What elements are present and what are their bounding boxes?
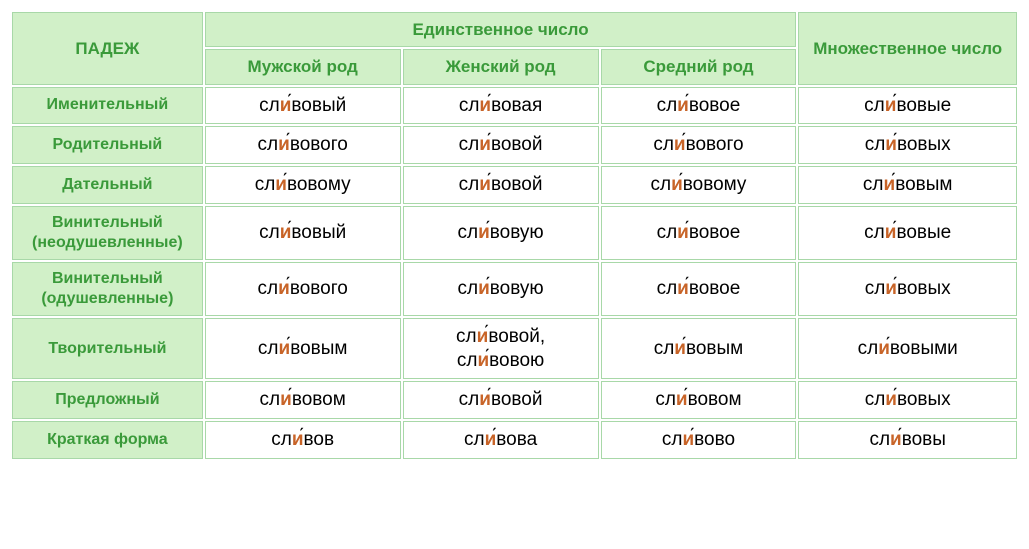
word-cell: сливовой bbox=[403, 166, 599, 204]
word-cell: сливовая bbox=[403, 87, 599, 125]
table-row: Винительный(одушевленные)сливовогосливов… bbox=[12, 262, 1017, 316]
word-cell: сливовые bbox=[798, 206, 1017, 260]
word-cell: сливовой,сливовою bbox=[403, 318, 599, 380]
word-cell: сливовых bbox=[798, 262, 1017, 316]
header-fem: Женский род bbox=[403, 49, 599, 84]
table-body: Именительныйсливовыйсливоваясливовоеслив… bbox=[12, 87, 1017, 459]
row-case-label: Дательный bbox=[12, 166, 203, 204]
header-singular: Единственное число bbox=[205, 12, 797, 47]
word-cell: сливовом bbox=[205, 381, 401, 419]
word-cell: сливовым bbox=[205, 318, 401, 380]
word-cell: сливовое bbox=[601, 262, 797, 316]
word-cell: сливовым bbox=[601, 318, 797, 380]
word-cell: сливовую bbox=[403, 206, 599, 260]
word-cell: сливовом bbox=[601, 381, 797, 419]
declension-table: ПАДЕЖ Единственное число Множественное ч… bbox=[10, 10, 1019, 461]
row-case-label: Творительный bbox=[12, 318, 203, 380]
word-cell: сливовому bbox=[601, 166, 797, 204]
header-case: ПАДЕЖ bbox=[12, 12, 203, 85]
row-case-label: Винительный(неодушевленные) bbox=[12, 206, 203, 260]
word-cell: сливовый bbox=[205, 206, 401, 260]
word-cell: сливовых bbox=[798, 381, 1017, 419]
word-cell: сливовой bbox=[403, 126, 599, 164]
word-cell: сливового bbox=[205, 262, 401, 316]
table-row: Творительныйсливовымсливовой,сливовоюсли… bbox=[12, 318, 1017, 380]
table-row: Краткая формасливовсливовасливовосливовы bbox=[12, 421, 1017, 459]
word-cell: сливов bbox=[205, 421, 401, 459]
word-cell: сливова bbox=[403, 421, 599, 459]
header-masc: Мужской род bbox=[205, 49, 401, 84]
row-case-label: Именительный bbox=[12, 87, 203, 125]
word-cell: сливовую bbox=[403, 262, 599, 316]
table-row: Дательныйсливовомусливовойсливовомусливо… bbox=[12, 166, 1017, 204]
word-cell: сливовы bbox=[798, 421, 1017, 459]
word-cell: сливовыми bbox=[798, 318, 1017, 380]
table-row: Родительныйсливовогосливовойсливовогосли… bbox=[12, 126, 1017, 164]
word-cell: сливовым bbox=[798, 166, 1017, 204]
word-cell: сливового bbox=[205, 126, 401, 164]
row-case-label: Родительный bbox=[12, 126, 203, 164]
word-cell: сливовое bbox=[601, 206, 797, 260]
header-plural: Множественное число bbox=[798, 12, 1017, 85]
table-row: Винительный(неодушевленные)сливовыйсливо… bbox=[12, 206, 1017, 260]
word-cell: сливово bbox=[601, 421, 797, 459]
word-cell: сливовых bbox=[798, 126, 1017, 164]
header-neut: Средний род bbox=[601, 49, 797, 84]
word-cell: сливовому bbox=[205, 166, 401, 204]
row-case-label: Предложный bbox=[12, 381, 203, 419]
word-cell: сливовое bbox=[601, 87, 797, 125]
word-cell: сливовые bbox=[798, 87, 1017, 125]
table-row: Предложныйсливовомсливовойсливовомсливов… bbox=[12, 381, 1017, 419]
word-cell: сливовой bbox=[403, 381, 599, 419]
word-cell: сливовый bbox=[205, 87, 401, 125]
row-case-label: Винительный(одушевленные) bbox=[12, 262, 203, 316]
word-cell: сливового bbox=[601, 126, 797, 164]
row-case-label: Краткая форма bbox=[12, 421, 203, 459]
table-row: Именительныйсливовыйсливоваясливовоеслив… bbox=[12, 87, 1017, 125]
